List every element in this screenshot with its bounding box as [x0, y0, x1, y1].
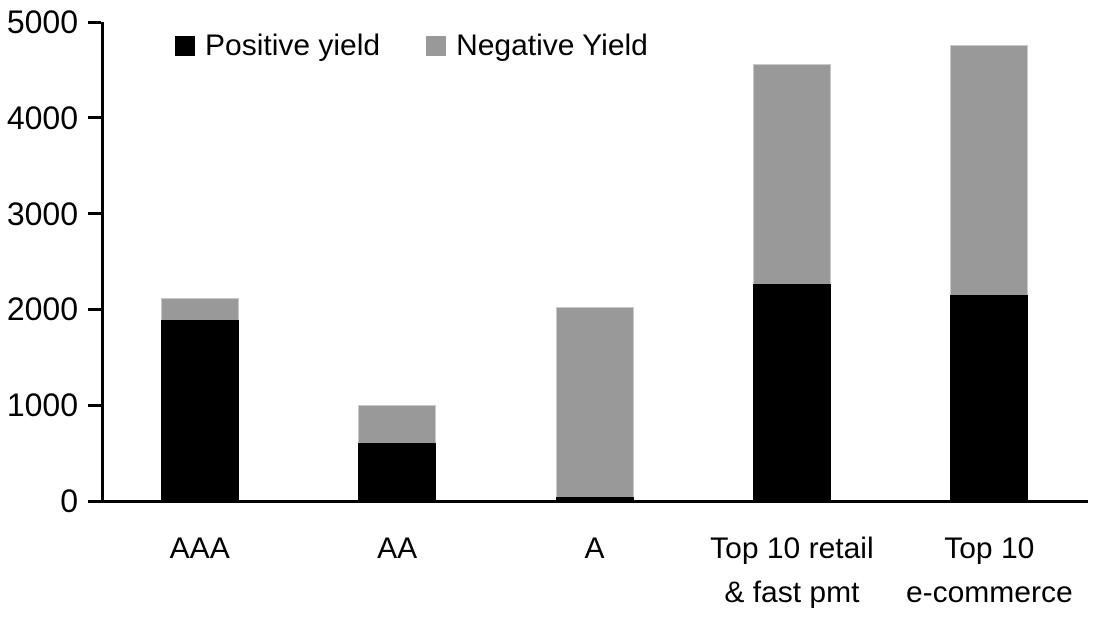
legend-item-negative-yield: Negative Yield [426, 31, 648, 61]
y-tick-label: 0 [60, 483, 78, 519]
y-axis-line [101, 22, 104, 503]
x-category-label: AAA [169, 532, 230, 565]
positive-yield-swatch-icon [175, 36, 195, 56]
y-tick-mark [88, 212, 101, 216]
y-tick-mark [88, 403, 101, 407]
y-tick-mark [88, 116, 101, 120]
bar-segment-negative-yield [555, 306, 634, 498]
y-tick-label: 4000 [6, 99, 78, 136]
y-tick-mark [88, 20, 101, 24]
bar-segment-positive-yield [950, 295, 1029, 501]
bar-segment-positive-yield [752, 283, 831, 501]
y-tick-mark [88, 499, 101, 503]
x-axis-line [101, 500, 1088, 503]
y-tick-label: 5000 [6, 4, 78, 40]
y-tick-label: 3000 [6, 195, 78, 232]
x-category-label: A [584, 532, 605, 565]
bar-segment-negative-yield [752, 64, 831, 284]
bar-segment-negative-yield [160, 297, 239, 320]
x-category-label: Top 10 retail & fast pmt [710, 532, 874, 609]
bar-segment-positive-yield [160, 319, 239, 501]
chart-legend: Positive yield Negative Yield [175, 31, 648, 61]
y-tick-label: 2000 [6, 291, 78, 328]
y-tick-mark [88, 307, 101, 311]
legend-item-positive-yield: Positive yield [175, 31, 380, 61]
y-tick-label: 1000 [6, 387, 78, 424]
bar-segment-negative-yield [950, 44, 1029, 296]
negative-yield-swatch-icon [426, 36, 447, 56]
bar-segment-negative-yield [358, 405, 437, 443]
legend-label-positive-yield: Positive yield [205, 29, 381, 62]
legend-label-negative-yield: Negative Yield [456, 29, 648, 62]
x-category-label: AA [377, 532, 418, 565]
bar-segment-positive-yield [555, 497, 634, 501]
x-category-label: Top 10 e-commerce [905, 532, 1073, 609]
bar-segment-positive-yield [358, 442, 437, 501]
